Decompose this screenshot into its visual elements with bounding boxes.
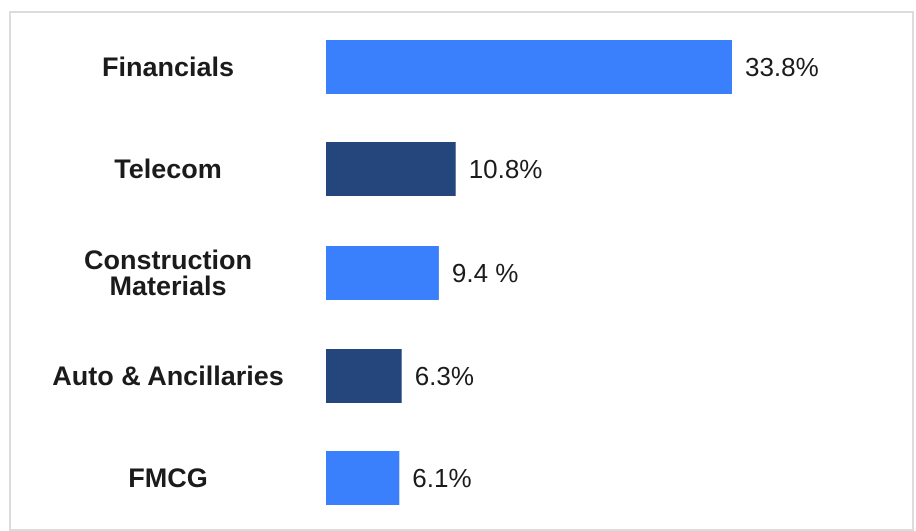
- bars-group: [326, 40, 732, 505]
- value-labels-group: 33.8% 10.8% 9.4 % 6.3% 6.1%: [412, 52, 818, 493]
- bar-4: [326, 349, 402, 403]
- category-labels-group: Financials Telecom Construction Materials Au…: [52, 52, 284, 493]
- sector-allocation-chart: Financials Telecom Construction Materials Au…: [52, 40, 819, 505]
- category-label-3: Construction Materials: [84, 245, 252, 301]
- category-label-4: Auto & Ancillaries: [52, 361, 284, 391]
- category-label-2: Telecom: [114, 154, 222, 184]
- bar-5: [326, 451, 400, 505]
- value-label-1: 33.8%: [745, 52, 819, 82]
- bar-2: [326, 142, 456, 196]
- bar-1: [326, 40, 732, 94]
- value-label-3: 9.4 %: [452, 258, 519, 288]
- bar-3: [326, 246, 439, 300]
- category-label-5: FMCG: [128, 463, 207, 493]
- category-label-1: Financials: [102, 52, 234, 82]
- value-label-5: 6.1%: [412, 463, 471, 493]
- chart-frame: [9, 11, 914, 531]
- value-label-4: 6.3%: [415, 361, 474, 391]
- value-label-2: 10.8%: [469, 154, 543, 184]
